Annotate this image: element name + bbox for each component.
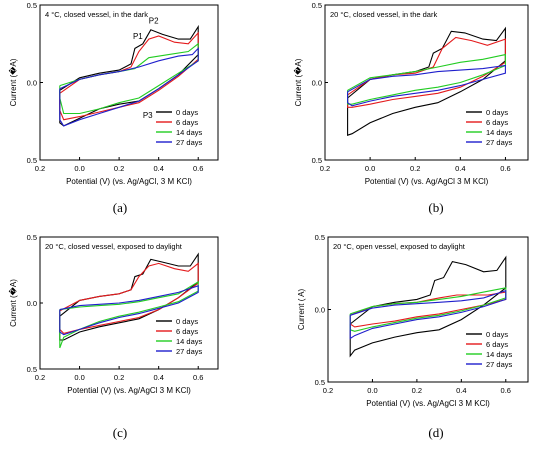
series-line-14-days (349, 287, 507, 332)
legend-label: 0 days (486, 330, 508, 339)
y-axis-label: Current ( A) (297, 288, 306, 330)
x-tick-label: 0.2 (114, 373, 124, 382)
panel-title: 20 °C, open vessel, exposed to daylight (333, 242, 466, 251)
legend-label: 6 days (176, 327, 198, 336)
x-axis-label: Potential (V) (vs. Ag/AgCl 3 M KCl) (365, 177, 489, 186)
y-tick-label: 0.5 (27, 233, 37, 242)
x-tick-label: 0.2 (412, 386, 422, 395)
x-tick-label: 0.4 (456, 386, 466, 395)
series-line-0-days (59, 24, 199, 127)
x-axis-label: Potential (V) (vs. Ag/AgCl 3 M KCl) (366, 399, 490, 408)
x-tick-label: 0.2 (35, 164, 45, 173)
peak-annotation: P2 (149, 17, 159, 26)
legend-label: 6 days (486, 340, 508, 349)
chart-panel-3: 20 °C, closed vessel, exposed to dayligh… (8, 233, 219, 440)
series-line-0-days (347, 26, 506, 136)
x-tick-label: 0.0 (74, 373, 84, 382)
panel-caption: (c) (113, 425, 127, 440)
x-tick-label: 0.6 (500, 164, 510, 173)
legend-label: 27 days (486, 360, 513, 369)
x-tick-label: 0.2 (114, 164, 124, 173)
y-tick-label: 0.5 (315, 233, 325, 242)
series-line-6-days (347, 36, 506, 108)
x-tick-label: 0.0 (74, 164, 84, 173)
chart-panel-1: 4 °C, closed vessel, in the dark Current … (8, 1, 219, 215)
legend-label: 14 days (486, 350, 513, 359)
legend-label: 14 days (176, 337, 203, 346)
x-tick-label: 0.6 (501, 386, 511, 395)
legend-label: 27 days (486, 138, 513, 147)
series-line-27-days (59, 47, 199, 127)
y-tick-label: 0.5 (312, 156, 322, 165)
series-line-6-days (59, 262, 199, 335)
y-tick-label: 0.0 (27, 299, 37, 308)
panel-caption: (b) (428, 200, 443, 215)
x-tick-label: 0.2 (323, 386, 333, 395)
x-axis-label: Potential (V) (vs. Ag/AgCl, 3 M KCl) (66, 177, 192, 186)
peak-annotation: P3 (143, 111, 153, 120)
peak-annotation: P1 (133, 32, 143, 41)
y-tick-label: 0.0 (312, 79, 322, 88)
x-tick-label: 0.2 (35, 373, 45, 382)
panel-title: 20 °C, closed vessel, exposed to dayligh… (45, 242, 183, 251)
series-line-6-days (349, 291, 507, 328)
x-tick-label: 0.0 (367, 386, 377, 395)
y-axis-label: Current (�A) (8, 279, 18, 327)
panel-title: 20 °C, closed vessel, in the dark (330, 10, 437, 19)
x-tick-label: 0.0 (365, 164, 375, 173)
chart-panel-2: 20 °C, closed vessel, in the dark Current… (293, 1, 529, 215)
legend-label: 14 days (176, 128, 203, 137)
legend-label: 27 days (176, 347, 203, 356)
y-tick-label: 0.5 (312, 1, 322, 10)
series-line-27-days (349, 289, 507, 340)
y-tick-label: 0.0 (27, 79, 37, 88)
legend-label: 0 days (486, 108, 508, 117)
panel-title: 4 °C, closed vessel, in the dark (45, 10, 148, 19)
x-tick-label: 0.4 (455, 164, 465, 173)
legend-label: 6 days (486, 118, 508, 127)
x-tick-label: 0.4 (153, 373, 163, 382)
chart-panel-4: 20 °C, open vessel, exposed to daylight C… (297, 233, 529, 440)
series-line-0-days (349, 255, 507, 358)
x-tick-label: 0.2 (410, 164, 420, 173)
x-tick-label: 0.6 (193, 164, 203, 173)
x-tick-label: 0.4 (153, 164, 163, 173)
series-line-27-days (59, 285, 199, 336)
series-line-14-days (347, 53, 506, 105)
y-axis-label: Current (�A) (293, 58, 303, 106)
panel-caption: (d) (428, 425, 443, 440)
panel-caption: (a) (113, 200, 127, 215)
x-tick-label: 0.6 (193, 373, 203, 382)
series-line-27-days (347, 64, 506, 107)
legend-label: 0 days (176, 317, 198, 326)
legend-label: 27 days (176, 138, 203, 147)
legend-label: 14 days (486, 128, 513, 137)
x-tick-label: 0.2 (320, 164, 330, 173)
y-tick-label: 0.5 (315, 378, 325, 387)
legend-label: 0 days (176, 108, 198, 117)
x-axis-label: Potential (V) (vs. Ag/AgCl 3 M KCl) (67, 386, 191, 395)
y-axis-label: Current (�A) (8, 58, 18, 106)
y-tick-label: 0.5 (27, 365, 37, 374)
y-tick-label: 0.5 (27, 1, 37, 10)
series-line-6-days (59, 31, 199, 121)
y-tick-label: 0.0 (315, 306, 325, 315)
y-tick-label: 0.5 (27, 156, 37, 165)
legend-label: 6 days (176, 118, 198, 127)
